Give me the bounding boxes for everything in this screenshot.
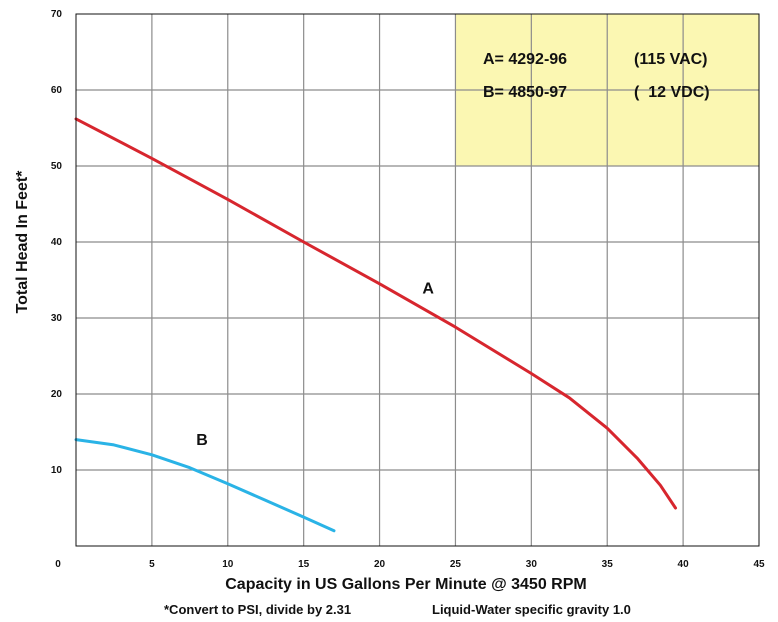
y-tick-label: 50 — [51, 161, 63, 172]
x-tick-label: 45 — [753, 559, 765, 570]
x-tick-labels: 0 5 10 15 20 25 30 35 40 45 — [55, 559, 765, 570]
y-tick-label: 10 — [51, 465, 63, 476]
plot-frame — [75, 13, 760, 547]
legend-row-b-model: B= 4850-97 — [483, 84, 567, 101]
x-tick-label: 15 — [298, 559, 310, 570]
y-tick-label: 70 — [51, 9, 63, 20]
legend-row-a-voltage: (115 VAC) — [634, 51, 708, 68]
x-tick-label: 25 — [450, 559, 462, 570]
y-tick-label: 40 — [51, 237, 63, 248]
series-label-a: A — [422, 281, 434, 298]
y-tick-label: 60 — [51, 85, 63, 96]
footnote-gravity: Liquid-Water specific gravity 1.0 — [432, 602, 631, 617]
x-axis-title: Capacity in US Gallons Per Minute @ 3450… — [225, 576, 586, 593]
grid-lines — [76, 14, 759, 546]
x-tick-label: 30 — [526, 559, 538, 570]
x-tick-label: 40 — [678, 559, 690, 570]
x-tick-label: 10 — [222, 559, 234, 570]
legend-row-b-voltage: ( 12 VDC) — [634, 84, 710, 101]
series-lines — [74, 117, 677, 533]
y-tick-label: 30 — [51, 313, 63, 324]
y-axis-title: Total Head In Feet* — [14, 170, 31, 314]
series-line-b — [74, 438, 336, 533]
x-tick-label: 0 — [55, 559, 61, 570]
series-line-a — [74, 117, 677, 510]
y-tick-labels: 10 20 30 40 50 60 70 — [51, 9, 63, 476]
x-tick-label: 20 — [374, 559, 386, 570]
legend-row-a-model: A= 4292-96 — [483, 51, 567, 68]
x-tick-label: 35 — [602, 559, 614, 570]
series-label-b: B — [196, 432, 208, 449]
y-tick-label: 20 — [51, 389, 63, 400]
footnote-psi: *Convert to PSI, divide by 2.31 — [164, 602, 351, 617]
x-tick-label: 5 — [149, 559, 155, 570]
